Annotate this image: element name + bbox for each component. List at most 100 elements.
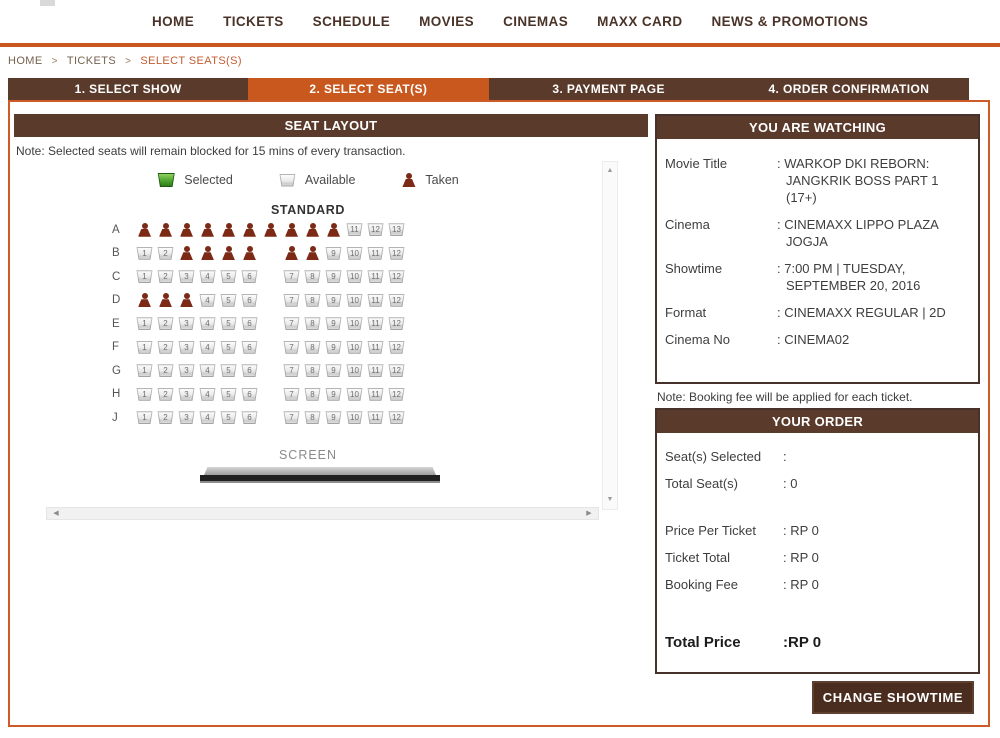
seat-H1[interactable]: 1 bbox=[136, 387, 153, 401]
seat-A11[interactable]: 11 bbox=[346, 223, 363, 237]
seat-C12[interactable]: 12 bbox=[388, 270, 405, 284]
breadcrumb-select-seats-s[interactable]: SELECT SEATS(S) bbox=[140, 55, 242, 67]
seat-H6[interactable]: 6 bbox=[241, 387, 258, 401]
seat-A12[interactable]: 12 bbox=[367, 223, 384, 237]
seat-C3[interactable]: 3 bbox=[178, 270, 195, 284]
scroll-left-icon[interactable] bbox=[49, 508, 63, 519]
seat-E7[interactable]: 7 bbox=[283, 317, 300, 331]
seat-E10[interactable]: 10 bbox=[346, 317, 363, 331]
seat-J11[interactable]: 11 bbox=[367, 411, 384, 425]
seat-D8[interactable]: 8 bbox=[304, 293, 321, 307]
seat-G6[interactable]: 6 bbox=[241, 364, 258, 378]
seat-E12[interactable]: 12 bbox=[388, 317, 405, 331]
seat-G11[interactable]: 11 bbox=[367, 364, 384, 378]
nav-item-maxx-card[interactable]: MAXX CARD bbox=[597, 14, 683, 29]
seat-G8[interactable]: 8 bbox=[304, 364, 321, 378]
seat-F7[interactable]: 7 bbox=[283, 340, 300, 354]
seat-H10[interactable]: 10 bbox=[346, 387, 363, 401]
seat-F6[interactable]: 6 bbox=[241, 340, 258, 354]
seat-J2[interactable]: 2 bbox=[157, 411, 174, 425]
seat-D10[interactable]: 10 bbox=[346, 293, 363, 307]
seat-E9[interactable]: 9 bbox=[325, 317, 342, 331]
nav-item-schedule[interactable]: SCHEDULE bbox=[312, 14, 391, 29]
seat-E1[interactable]: 1 bbox=[136, 317, 153, 331]
seat-F5[interactable]: 5 bbox=[220, 340, 237, 354]
seat-F4[interactable]: 4 bbox=[199, 340, 216, 354]
seat-C2[interactable]: 2 bbox=[157, 270, 174, 284]
seat-E4[interactable]: 4 bbox=[199, 317, 216, 331]
seat-E2[interactable]: 2 bbox=[157, 317, 174, 331]
seat-H7[interactable]: 7 bbox=[283, 387, 300, 401]
scroll-down-icon[interactable] bbox=[603, 493, 617, 507]
seat-H5[interactable]: 5 bbox=[220, 387, 237, 401]
seat-F8[interactable]: 8 bbox=[304, 340, 321, 354]
seat-G7[interactable]: 7 bbox=[283, 364, 300, 378]
seat-D9[interactable]: 9 bbox=[325, 293, 342, 307]
seat-G10[interactable]: 10 bbox=[346, 364, 363, 378]
seat-J3[interactable]: 3 bbox=[178, 411, 195, 425]
nav-item-cinemas[interactable]: CINEMAS bbox=[503, 14, 569, 29]
seat-B12[interactable]: 12 bbox=[388, 246, 405, 260]
seat-J12[interactable]: 12 bbox=[388, 411, 405, 425]
seat-B9[interactable]: 9 bbox=[325, 246, 342, 260]
seat-F11[interactable]: 11 bbox=[367, 340, 384, 354]
nav-item-news-promotions[interactable]: NEWS & PROMOTIONS bbox=[711, 14, 869, 29]
seat-C11[interactable]: 11 bbox=[367, 270, 384, 284]
seat-D12[interactable]: 12 bbox=[388, 293, 405, 307]
horizontal-scrollbar[interactable] bbox=[46, 507, 599, 520]
seat-D11[interactable]: 11 bbox=[367, 293, 384, 307]
seat-A13[interactable]: 13 bbox=[388, 223, 405, 237]
seat-C4[interactable]: 4 bbox=[199, 270, 216, 284]
seat-C7[interactable]: 7 bbox=[283, 270, 300, 284]
seat-H2[interactable]: 2 bbox=[157, 387, 174, 401]
seat-J6[interactable]: 6 bbox=[241, 411, 258, 425]
seat-H12[interactable]: 12 bbox=[388, 387, 405, 401]
seat-E6[interactable]: 6 bbox=[241, 317, 258, 331]
seat-J1[interactable]: 1 bbox=[136, 411, 153, 425]
seat-F2[interactable]: 2 bbox=[157, 340, 174, 354]
seat-F9[interactable]: 9 bbox=[325, 340, 342, 354]
nav-item-tickets[interactable]: TICKETS bbox=[223, 14, 284, 29]
seat-G3[interactable]: 3 bbox=[178, 364, 195, 378]
seat-D5[interactable]: 5 bbox=[220, 293, 237, 307]
seat-F1[interactable]: 1 bbox=[136, 340, 153, 354]
seat-H3[interactable]: 3 bbox=[178, 387, 195, 401]
seat-B1[interactable]: 1 bbox=[136, 246, 153, 260]
seat-D4[interactable]: 4 bbox=[199, 293, 216, 307]
seat-J4[interactable]: 4 bbox=[199, 411, 216, 425]
seat-J5[interactable]: 5 bbox=[220, 411, 237, 425]
seat-B2[interactable]: 2 bbox=[157, 246, 174, 260]
seat-E8[interactable]: 8 bbox=[304, 317, 321, 331]
nav-item-movies[interactable]: MOVIES bbox=[419, 14, 475, 29]
seat-J9[interactable]: 9 bbox=[325, 411, 342, 425]
seat-C9[interactable]: 9 bbox=[325, 270, 342, 284]
scroll-right-icon[interactable] bbox=[582, 508, 596, 519]
seat-G5[interactable]: 5 bbox=[220, 364, 237, 378]
breadcrumb-tickets[interactable]: TICKETS bbox=[66, 55, 117, 67]
seat-C5[interactable]: 5 bbox=[220, 270, 237, 284]
seat-G12[interactable]: 12 bbox=[388, 364, 405, 378]
seat-C8[interactable]: 8 bbox=[304, 270, 321, 284]
step-tab-3-payment-page[interactable]: 3. PAYMENT PAGE bbox=[552, 82, 665, 96]
seat-F10[interactable]: 10 bbox=[346, 340, 363, 354]
seat-H8[interactable]: 8 bbox=[304, 387, 321, 401]
seat-D6[interactable]: 6 bbox=[241, 293, 258, 307]
seat-C6[interactable]: 6 bbox=[241, 270, 258, 284]
seat-F3[interactable]: 3 bbox=[178, 340, 195, 354]
change-showtime-button[interactable]: CHANGE SHOWTIME bbox=[812, 681, 974, 714]
seat-B10[interactable]: 10 bbox=[346, 246, 363, 260]
seat-D7[interactable]: 7 bbox=[283, 293, 300, 307]
step-tab-4-order-confirmation[interactable]: 4. ORDER CONFIRMATION bbox=[768, 82, 930, 96]
seat-E5[interactable]: 5 bbox=[220, 317, 237, 331]
seat-G9[interactable]: 9 bbox=[325, 364, 342, 378]
seat-J7[interactable]: 7 bbox=[283, 411, 300, 425]
seat-J8[interactable]: 8 bbox=[304, 411, 321, 425]
step-tab-2-select-seat-s[interactable]: 2. SELECT SEAT(S) bbox=[248, 78, 489, 100]
scroll-up-icon[interactable] bbox=[603, 164, 617, 178]
seat-F12[interactable]: 12 bbox=[388, 340, 405, 354]
seat-E11[interactable]: 11 bbox=[367, 317, 384, 331]
breadcrumb-home[interactable]: HOME bbox=[8, 55, 43, 67]
seat-C10[interactable]: 10 bbox=[346, 270, 363, 284]
seat-G1[interactable]: 1 bbox=[136, 364, 153, 378]
seat-G2[interactable]: 2 bbox=[157, 364, 174, 378]
